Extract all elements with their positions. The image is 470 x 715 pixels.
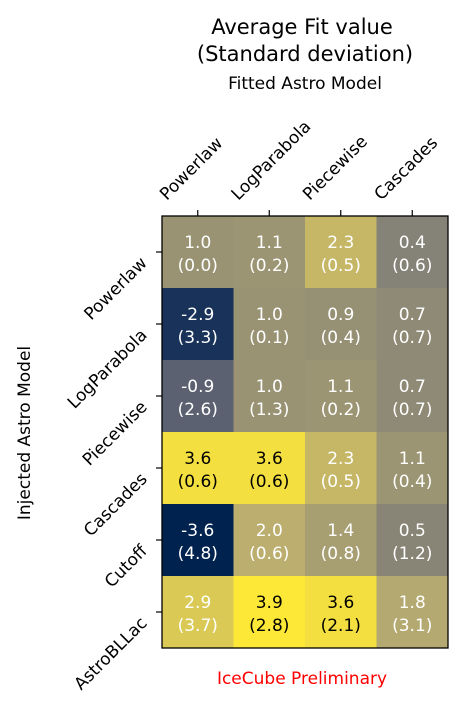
heatmap-cell xyxy=(233,504,306,577)
heatmap-cell xyxy=(233,216,306,289)
cell-mean-label: 1.1 xyxy=(399,449,426,469)
cell-mean-label: -3.6 xyxy=(181,521,214,541)
cell-std-label: (1.3) xyxy=(249,400,289,420)
heatmap-cell xyxy=(376,360,449,433)
cell-mean-label: 2.3 xyxy=(327,233,354,253)
y-tick-label: Piecewise xyxy=(79,397,152,470)
heatmap-cell xyxy=(233,288,306,361)
cell-std-label: (3.3) xyxy=(178,328,218,348)
heatmap-cell xyxy=(162,216,234,289)
heatmap-cell xyxy=(162,576,234,649)
cell-mean-label: 2.0 xyxy=(256,521,283,541)
cell-mean-label: 0.4 xyxy=(399,233,426,253)
cell-std-label: (0.7) xyxy=(392,328,432,348)
cell-std-label: (0.6) xyxy=(249,472,289,492)
cell-mean-label: 3.9 xyxy=(256,593,283,613)
cell-std-label: (0.5) xyxy=(321,472,361,492)
cell-std-label: (0.6) xyxy=(178,472,218,492)
cell-std-label: (0.2) xyxy=(321,400,361,420)
cell-std-label: (0.1) xyxy=(249,328,289,348)
y-tick-label: Cutoff xyxy=(101,540,152,591)
heatmap-cells: 1.0 (0.0) 1.1 (0.2) 2.3 (0.5) 0.4 (0.6) -2.9 (3.3… xyxy=(162,216,449,649)
heatmap-cell xyxy=(233,432,306,505)
heatmap-cell xyxy=(376,216,449,289)
y-axis-ticks: PowerlawLogParabolaPiecewiseCascadesCuto… xyxy=(64,251,162,694)
cell-mean-label: 2.9 xyxy=(184,593,211,613)
heatmap-cell xyxy=(233,360,306,433)
cell-mean-label: -2.9 xyxy=(181,305,214,325)
cell-std-label: (2.6) xyxy=(178,400,218,420)
heatmap-cell xyxy=(305,576,377,649)
cell-std-label: (0.2) xyxy=(249,256,289,276)
cell-mean-label: 0.7 xyxy=(399,305,426,325)
cell-mean-label: 1.0 xyxy=(184,233,211,253)
heatmap-cell xyxy=(305,216,377,289)
x-axis-label: Fitted Astro Model xyxy=(228,74,382,94)
heatmap-cell xyxy=(305,288,377,361)
heatmap-cell xyxy=(305,432,377,505)
cell-std-label: (2.1) xyxy=(321,616,361,636)
x-tick-label: Powerlaw xyxy=(156,133,227,204)
cell-std-label: (4.8) xyxy=(178,544,218,564)
cell-mean-label: 1.0 xyxy=(256,377,283,397)
heatmap-cell xyxy=(376,432,449,505)
heatmap-cell xyxy=(162,504,234,577)
cell-std-label: (0.4) xyxy=(392,472,432,492)
cell-mean-label: 1.1 xyxy=(327,377,354,397)
cell-std-label: (0.6) xyxy=(249,544,289,564)
icecube-preliminary-label: IceCube Preliminary xyxy=(217,669,387,689)
cell-mean-label: 3.6 xyxy=(184,449,211,469)
heatmap-cell xyxy=(376,576,449,649)
x-tick-label: Piecewise xyxy=(299,132,372,205)
cell-mean-label: 0.5 xyxy=(399,521,426,541)
y-axis-label: Injected Astro Model xyxy=(15,346,35,520)
heatmap-cell xyxy=(233,576,306,649)
cell-std-label: (0.4) xyxy=(321,328,361,348)
x-tick-label: Cascades xyxy=(371,133,443,205)
plot-frame xyxy=(161,215,449,649)
cell-mean-label: 3.6 xyxy=(327,593,354,613)
cell-std-label: (2.8) xyxy=(249,616,289,636)
cell-std-label: (0.7) xyxy=(392,400,432,420)
chart-title-line1: Average Fit value xyxy=(211,15,393,39)
heatmap-cell xyxy=(376,288,449,361)
heatmap-cell xyxy=(305,504,377,577)
cell-mean-label: 0.7 xyxy=(399,377,426,397)
heatmap-cell xyxy=(162,432,234,505)
heatmap-cell xyxy=(305,360,377,433)
cell-mean-label: 1.0 xyxy=(256,305,283,325)
cell-mean-label: -0.9 xyxy=(181,377,214,397)
chart-title-line2: (Standard deviation) xyxy=(197,42,413,66)
heatmap-cell xyxy=(162,288,234,361)
y-tick-label: Cascades xyxy=(80,469,152,541)
cell-std-label: (1.2) xyxy=(392,544,432,564)
cell-std-label: (3.1) xyxy=(392,616,432,636)
y-tick-label: AstroBLLac xyxy=(71,613,152,694)
cell-std-label: (0.5) xyxy=(321,256,361,276)
cell-mean-label: 0.9 xyxy=(327,305,354,325)
cell-std-label: (3.7) xyxy=(178,616,218,636)
cell-mean-label: 1.4 xyxy=(327,521,354,541)
cell-mean-label: 2.3 xyxy=(327,449,354,469)
cell-mean-label: 3.6 xyxy=(256,449,283,469)
y-tick-label: Powerlaw xyxy=(81,253,152,324)
cell-std-label: (0.0) xyxy=(178,256,218,276)
cell-std-label: (0.6) xyxy=(392,256,432,276)
heatmap-cell xyxy=(376,504,449,577)
cell-std-label: (0.8) xyxy=(321,544,361,564)
cell-mean-label: 1.1 xyxy=(256,233,283,253)
cell-mean-label: 1.8 xyxy=(399,593,426,613)
heatmap-cell xyxy=(162,360,234,433)
